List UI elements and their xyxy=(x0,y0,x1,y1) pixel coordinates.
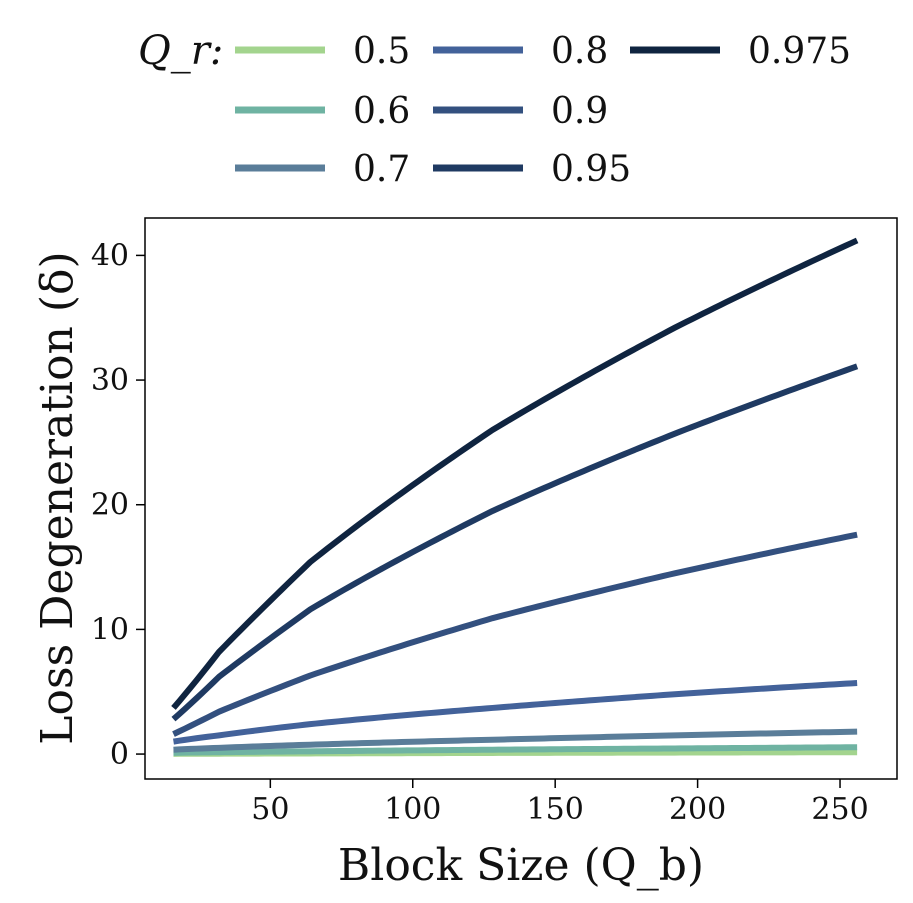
y-tick-label: 20 xyxy=(91,488,129,523)
x-tick-label: 250 xyxy=(811,792,868,827)
x-axis-label: Block Size (Q_b) xyxy=(338,840,704,891)
x-axis: 50 100 150 200 250 xyxy=(251,779,869,827)
x-tick-label: 100 xyxy=(384,792,441,827)
series-line-0-8 xyxy=(173,680,858,745)
legend-title: Q_r: xyxy=(138,28,223,74)
y-tick-label: 0 xyxy=(110,737,129,772)
y-tick-label: 10 xyxy=(91,612,129,647)
legend-label-0-95: 0.95 xyxy=(551,149,631,190)
legend-label-0-975: 0.975 xyxy=(748,31,851,72)
series-line-0-975 xyxy=(171,237,859,710)
y-tick-label: 30 xyxy=(91,363,129,398)
x-tick-label: 200 xyxy=(669,792,726,827)
series-line-0-7 xyxy=(173,728,858,753)
x-tick-label: 150 xyxy=(527,792,584,827)
legend-label-0-6: 0.6 xyxy=(353,91,410,132)
y-tick-label: 40 xyxy=(91,238,129,273)
legend-label-0-5: 0.5 xyxy=(353,31,410,72)
series-layer xyxy=(171,237,859,757)
legend: Q_r: 0.5 0.6 0.7 0.8 0.9 0.95 0.975 xyxy=(138,28,851,190)
x-tick-label: 50 xyxy=(251,792,289,827)
series-line-0-95 xyxy=(171,363,859,722)
series-line-0-6 xyxy=(173,744,858,756)
legend-label-0-9: 0.9 xyxy=(551,91,608,132)
y-axis: 0 10 20 30 40 xyxy=(91,238,145,772)
legend-label-0-7: 0.7 xyxy=(353,149,410,190)
series-line-0-9 xyxy=(172,531,858,737)
legend-label-0-8: 0.8 xyxy=(551,31,608,72)
y-axis-label: Loss Degeneration (δ) xyxy=(32,251,83,744)
